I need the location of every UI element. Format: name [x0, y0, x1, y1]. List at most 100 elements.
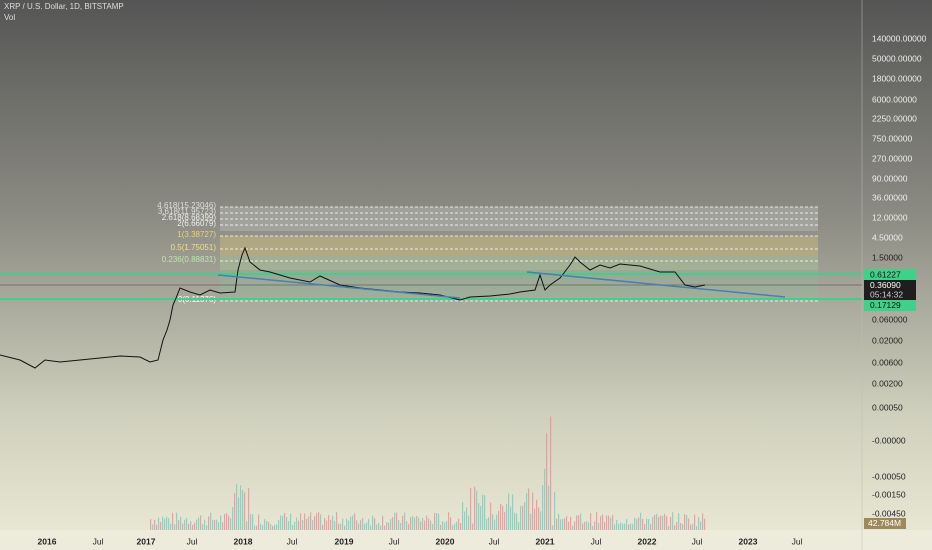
volume-bar [326, 520, 328, 530]
volume-bar [266, 521, 268, 530]
volume-bar [450, 517, 452, 530]
volume-bar [616, 519, 618, 530]
fib-label: 2(6.66079) [177, 219, 216, 228]
volume-bar [242, 490, 244, 530]
volume-bar [442, 521, 444, 530]
volume-bar [234, 493, 236, 530]
volume-bar [586, 521, 588, 530]
volume-bar [184, 519, 186, 530]
volume-bar [596, 512, 598, 530]
volume-bar [272, 525, 274, 530]
price-axis-label: -0.00000 [872, 435, 906, 445]
volume-bar [202, 524, 204, 530]
price-axis-label: -0.00150 [872, 489, 906, 499]
volume-bar [498, 510, 500, 530]
volume-bar [476, 490, 478, 530]
volume-bar [230, 518, 232, 530]
volume-bar [552, 525, 554, 530]
time-axis-label: 2017 [137, 536, 156, 546]
volume-bar [436, 513, 438, 530]
volume-bar [220, 515, 222, 530]
volume-bar [380, 525, 382, 530]
volume-bar [298, 520, 300, 530]
volume-bar [688, 518, 690, 530]
volume-bar [664, 513, 666, 530]
fib-label: 1(3.38727) [177, 230, 216, 239]
badge [864, 280, 916, 301]
volume-bar [420, 521, 422, 530]
volume-bar [160, 522, 162, 530]
trend-line [526, 271, 786, 298]
volume-bar [222, 522, 224, 530]
volume-bar [446, 521, 448, 530]
volume-bar [506, 503, 508, 530]
volume-bar [194, 522, 196, 530]
volume-bar [360, 520, 362, 530]
volume-bar [174, 524, 176, 530]
price-axis-label: 270.00000 [872, 153, 912, 163]
volume-bar [462, 502, 464, 530]
volume-bar [620, 522, 622, 530]
symbol-title: XRP / U.S. Dollar, 1D, BITSTAMP [4, 2, 124, 11]
volume-bar [204, 519, 206, 530]
volume-bar [154, 519, 156, 530]
volume-bar [218, 522, 220, 530]
volume-bar [348, 520, 350, 530]
volume-bar [686, 514, 688, 530]
price-axis-label: 0.02000 [872, 335, 903, 345]
volume-bar [542, 485, 544, 530]
volume-bar [452, 525, 454, 530]
volume-bar [572, 525, 574, 530]
volume-bar [492, 514, 494, 530]
volume-bar [574, 521, 576, 530]
volume-bar [324, 518, 326, 530]
volume-bar [554, 491, 556, 530]
volume-bar [624, 523, 626, 530]
volume-bar [304, 513, 306, 530]
price-axis-label: 0.00200 [872, 378, 903, 388]
volume-bar [532, 492, 534, 530]
volume-bar [248, 488, 250, 530]
volume-bar [426, 515, 428, 530]
volume-bar [646, 518, 648, 530]
volume-bar [190, 521, 192, 530]
volume-bar [288, 520, 290, 530]
volume-bar [236, 484, 238, 530]
volume-bar [180, 516, 182, 530]
time-axis-label: 2020 [436, 536, 455, 546]
time-axis-label: Jul [187, 536, 198, 546]
volume-bar [618, 523, 620, 530]
volume-bar [178, 520, 180, 530]
volume-bar [390, 519, 392, 530]
volume-bar [260, 523, 262, 530]
volume-bar [374, 518, 376, 530]
volume-bar [590, 513, 592, 530]
volume-bar [468, 515, 470, 530]
volume-bar [490, 502, 492, 530]
volume-bar [652, 516, 654, 530]
volume-bar [578, 515, 580, 530]
volume-bar [406, 521, 408, 530]
volume-bar [438, 513, 440, 530]
volume-bar [524, 502, 526, 530]
time-axis-label: 2016 [38, 536, 57, 546]
volume-bar [562, 519, 564, 530]
volume-bar [670, 517, 672, 530]
volume-bar [388, 522, 390, 530]
volume-bar [316, 513, 318, 530]
volume-bar [702, 513, 704, 530]
volume-bar [270, 524, 272, 530]
volume-bar [494, 519, 496, 530]
time-axis-label: 2019 [335, 536, 354, 546]
volume-bar [256, 525, 258, 530]
price-axis-label: 50000.00000 [872, 53, 922, 63]
volume-bar [600, 516, 602, 530]
volume-bar [448, 512, 450, 530]
volume-bar [176, 512, 178, 530]
volume-bar [404, 512, 406, 530]
volume-bar [696, 525, 698, 530]
lower-level-badge: 0.17129 [870, 300, 901, 310]
volume-bar [258, 514, 260, 530]
volume-bar [302, 520, 304, 530]
time-axis-label: 2018 [234, 536, 253, 546]
